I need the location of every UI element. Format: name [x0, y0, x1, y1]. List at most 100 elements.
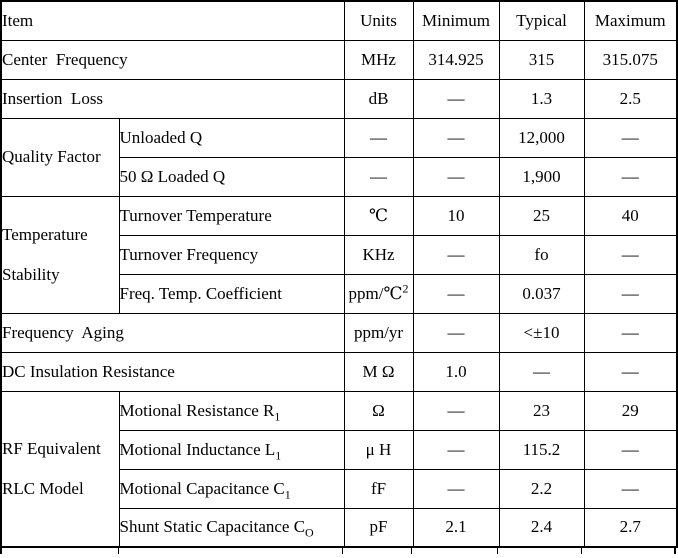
turnover-frequency-max: —	[583, 234, 678, 275]
frequency-aging-max: —	[583, 312, 678, 353]
motional-inductance-typ: 115.2	[498, 429, 585, 470]
row-turnover-temperature: Temperature Stability Turnover Temperatu…	[0, 195, 678, 314]
crop-stub-col5	[498, 548, 583, 554]
turnover-temperature-units: ℃	[343, 195, 414, 236]
motional-inductance-label: Motional Inductance L1	[118, 429, 345, 470]
center-frequency-units: MHz	[343, 39, 414, 80]
shunt-static-capacitance-label-base: Shunt Static Capacitance C	[119, 517, 306, 537]
motional-capacitance-units: fF	[343, 468, 414, 509]
loaded-q-max: —	[583, 156, 678, 197]
crop-stub-col4	[412, 548, 498, 554]
freq-temp-coefficient-max: —	[583, 273, 678, 314]
freq-temp-coefficient-units-base: ppm/℃	[348, 283, 403, 303]
insertion-loss-typ: 1.3	[498, 78, 585, 119]
unloaded-q-label: Unloaded Q	[118, 117, 345, 158]
frequency-aging-units: ppm/yr	[343, 312, 414, 353]
insertion-loss-max: 2.5	[583, 78, 678, 119]
freq-temp-coefficient-typ: 0.037	[498, 273, 585, 314]
crop-stub-col6	[582, 548, 677, 554]
header-row: Item Units Minimum Typical Maximum	[0, 0, 678, 41]
turnover-frequency-min: —	[412, 234, 500, 275]
turnover-temperature-max: 40	[583, 195, 678, 236]
motional-capacitance-typ: 2.2	[498, 468, 585, 509]
motional-inductance-max: —	[583, 429, 678, 470]
motional-inductance-label-subscript: 1	[275, 447, 282, 462]
motional-capacitance-max: —	[583, 468, 678, 509]
motional-inductance-units: μ H	[343, 429, 414, 470]
center-frequency-typ: 315	[498, 39, 585, 80]
temperature-stability-group-label: Temperature Stability	[0, 195, 120, 314]
freq-temp-coefficient-units-exponent: 2	[402, 280, 409, 295]
cropped-table-continuation	[0, 548, 677, 554]
motional-inductance-min: —	[412, 429, 500, 470]
quality-factor-group-label: Quality Factor	[0, 117, 120, 197]
unloaded-q-typ: 12,000	[498, 117, 585, 158]
row-insertion-loss: Insertion Loss dB — 1.3 2.5	[0, 78, 678, 119]
insertion-loss-label: Insertion Loss	[0, 78, 345, 119]
column-header-typical: Typical	[498, 0, 585, 41]
dc-insulation-resistance-typ: —	[498, 351, 585, 392]
motional-resistance-max: 29	[583, 390, 678, 431]
dc-insulation-resistance-max: —	[583, 351, 678, 392]
motional-capacitance-min: —	[412, 468, 500, 509]
row-freq-temp-coefficient: Freq. Temp. Coefficient ppm/℃2 — 0.037 —	[1, 273, 678, 314]
shunt-static-capacitance-typ: 2.4	[498, 507, 585, 548]
row-motional-resistance: RF Equivalent RLC Model Motional Resista…	[0, 390, 678, 548]
frequency-aging-label: Frequency Aging	[0, 312, 345, 353]
shunt-static-capacitance-units: pF	[343, 507, 414, 548]
rf-equivalent-rlc-model-group-label: RF Equivalent RLC Model	[0, 390, 120, 548]
dc-insulation-resistance-label: DC Insulation Resistance	[0, 351, 345, 392]
loaded-q-typ: 1,900	[498, 156, 585, 197]
unloaded-q-max: —	[583, 117, 678, 158]
shunt-static-capacitance-max: 2.7	[583, 507, 678, 548]
freq-temp-coefficient-min: —	[412, 273, 500, 314]
column-header-item: Item	[0, 0, 345, 41]
crop-stub-col1	[0, 548, 120, 554]
freq-temp-coefficient-label: Freq. Temp. Coefficient	[118, 273, 345, 314]
freq-temp-coefficient-units: ppm/℃2	[343, 273, 414, 314]
column-header-minimum: Minimum	[412, 0, 500, 41]
row-center-frequency: Center Frequency MHz 314.925 315 315.075	[0, 39, 678, 80]
shunt-static-capacitance-label-subscript: O	[305, 525, 314, 540]
turnover-frequency-label: Turnover Frequency	[118, 234, 345, 275]
dc-insulation-resistance-min: 1.0	[412, 351, 500, 392]
shunt-static-capacitance-label: Shunt Static Capacitance CO	[118, 507, 345, 548]
motional-resistance-label-base: Motional Resistance R	[119, 400, 275, 420]
frequency-aging-min: —	[412, 312, 500, 353]
row-loaded-q: 50 Ω Loaded Q — — 1,900 —	[1, 156, 678, 197]
turnover-temperature-label: Turnover Temperature	[118, 195, 345, 236]
unloaded-q-units: —	[343, 117, 414, 158]
loaded-q-units: —	[343, 156, 414, 197]
motional-resistance-units: Ω	[343, 390, 414, 431]
loaded-q-min: —	[412, 156, 500, 197]
column-header-maximum: Maximum	[583, 0, 678, 41]
row-dc-insulation-resistance: DC Insulation Resistance M Ω 1.0 — —	[0, 351, 678, 392]
unloaded-q-min: —	[412, 117, 500, 158]
row-turnover-frequency: Turnover Frequency KHz — fo —	[1, 234, 678, 275]
dc-insulation-resistance-units: M Ω	[343, 351, 414, 392]
motional-capacitance-label: Motional Capacitance C1	[118, 468, 345, 509]
turnover-frequency-typ: fo	[498, 234, 585, 275]
crop-stub-col2	[119, 548, 344, 554]
insertion-loss-units: dB	[343, 78, 414, 119]
loaded-q-label: 50 Ω Loaded Q	[118, 156, 345, 197]
row-unloaded-q: Quality Factor Unloaded Q — — 12,000 —	[0, 117, 678, 197]
center-frequency-max: 315.075	[583, 39, 678, 80]
frequency-aging-typ: <±10	[498, 312, 585, 353]
turnover-temperature-typ: 25	[498, 195, 585, 236]
turnover-frequency-units: KHz	[343, 234, 414, 275]
crop-stub-col3	[343, 548, 413, 554]
motional-capacitance-label-subscript: 1	[284, 486, 291, 501]
motional-resistance-label: Motional Resistance R1	[118, 390, 345, 431]
insertion-loss-min: —	[412, 78, 500, 119]
row-motional-capacitance: Motional Capacitance C1 fF — 2.2 —	[1, 468, 678, 509]
motional-resistance-typ: 23	[498, 390, 585, 431]
center-frequency-min: 314.925	[412, 39, 500, 80]
row-shunt-static-capacitance: Shunt Static Capacitance CO pF 2.1 2.4 2…	[1, 507, 678, 548]
row-frequency-aging: Frequency Aging ppm/yr — <±10 —	[0, 312, 678, 353]
motional-resistance-min: —	[412, 390, 500, 431]
shunt-static-capacitance-min: 2.1	[412, 507, 500, 548]
motional-inductance-label-base: Motional Inductance L	[119, 439, 276, 459]
motional-resistance-label-subscript: 1	[274, 408, 281, 423]
